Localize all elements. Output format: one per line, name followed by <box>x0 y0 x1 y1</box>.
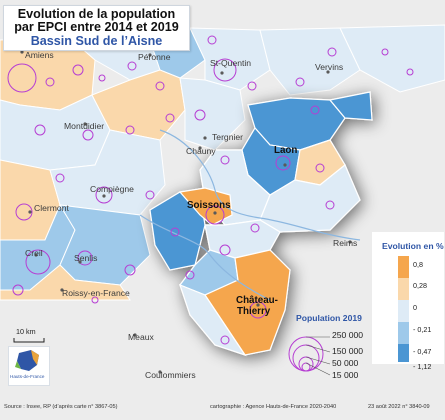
legend-evolution-title: Evolution en % <box>382 241 444 251</box>
footer-cartography: cartographie : Agence Hauts-de-France 20… <box>210 404 337 410</box>
pop-circle-compiegne <box>95 186 113 204</box>
pop-circle-st-quentin <box>213 58 237 82</box>
label-montdidier: Montdidier <box>64 121 105 131</box>
river-layer <box>139 129 361 301</box>
city-dots <box>20 50 352 374</box>
epci-south-west <box>0 264 131 301</box>
label-creil: Creil <box>25 248 43 258</box>
legend-evolution: Evolution en % 0,8 0,28 0 - 0,21 - 0,47 … <box>372 232 444 371</box>
footer-date: 23 août 2022 n° 3840-09 <box>368 404 430 410</box>
scale-bar-label: 10 km <box>16 327 36 336</box>
legend-swatch-5 <box>398 344 409 362</box>
title-line-3: Bassin Sud de l’Aisne <box>30 34 163 48</box>
legend-pop-250000: 250 000 <box>332 330 364 340</box>
label-clermont: Clermont <box>34 203 69 213</box>
map-title: Evolution de la population par EPCI entr… <box>3 5 190 51</box>
label-chauny: Chauny <box>186 146 216 156</box>
epci-north-east-dark <box>328 91 373 121</box>
legend-break-4: - 0,21 <box>413 325 432 334</box>
label-compiegne: Compiègne <box>90 184 134 194</box>
legend-break-5: - 0,47 <box>413 347 432 356</box>
other-epci-layer <box>0 24 445 301</box>
label-laon: Laon <box>274 145 298 156</box>
legend-break-3: 0 <box>413 303 417 312</box>
label-roissy: Roissy-en-France <box>62 288 130 298</box>
pop-circle-clermont <box>15 203 33 221</box>
legend-pop-50000: 50 000 <box>332 358 359 368</box>
epci-chauny <box>179 77 246 151</box>
pop-circle-creil <box>25 249 51 275</box>
legend-pop-150000: 150 000 <box>332 346 364 356</box>
pop-circle-soissons <box>205 205 225 225</box>
legend-pop-15000: 15 000 <box>332 370 359 380</box>
legend-break-6: - 1,12 <box>413 362 432 371</box>
legend-swatch-3 <box>398 300 409 322</box>
title-line-2: par EPCI entre 2014 et 2019 <box>14 20 179 34</box>
footer-source: Source : Insee, RP (d’après carte n° 386… <box>4 404 118 410</box>
pop-circle-amiens <box>7 63 37 93</box>
bassin-sud-aisne <box>149 91 373 357</box>
epci-soissons <box>178 187 233 226</box>
population-legend-leaders <box>305 336 331 376</box>
label-st-quentin: St-Quentin <box>210 58 252 68</box>
epci-south-pale <box>179 283 247 357</box>
legend-swatch-1 <box>398 256 409 278</box>
label-meaux: Meaux <box>128 332 154 342</box>
legend-population-title: Population 2019 <box>296 313 362 323</box>
label-soissons: Soissons <box>187 200 231 211</box>
label-peronne: Péronne <box>138 52 171 62</box>
label-reims: Reims <box>333 238 358 248</box>
logo-text: Hauts-de-France <box>10 374 45 379</box>
region-map-icon <box>15 350 39 371</box>
pop-circle-chateau-thierry <box>249 301 267 319</box>
label-vervins: Vervins <box>315 62 344 72</box>
hauts-de-france-logo <box>8 346 50 386</box>
legend-swatch-4 <box>398 322 409 344</box>
label-amiens: Amiens <box>25 50 54 60</box>
pop-circle-laon <box>275 155 291 171</box>
label-chateau-thierry-1: Château- <box>236 295 278 306</box>
label-coulommiers: Coulommiers <box>145 370 196 380</box>
label-senlis: Senlis <box>74 253 98 263</box>
label-tergnier: Tergnier <box>212 132 244 142</box>
population-circles <box>7 35 414 345</box>
legend-break-2: 0,28 <box>413 281 427 290</box>
title-line-1: Evolution de la population <box>17 7 176 21</box>
scale-bar <box>13 338 45 343</box>
epci-north-east <box>339 24 445 93</box>
label-chateau-thierry-2: Thierry <box>237 306 271 317</box>
pop-circle-senlis <box>77 250 93 266</box>
epci-chateau-thierry <box>204 249 291 356</box>
legend-swatches <box>398 256 409 362</box>
legend-swatch-2 <box>398 278 409 300</box>
legend-break-1: 0,8 <box>413 260 423 269</box>
